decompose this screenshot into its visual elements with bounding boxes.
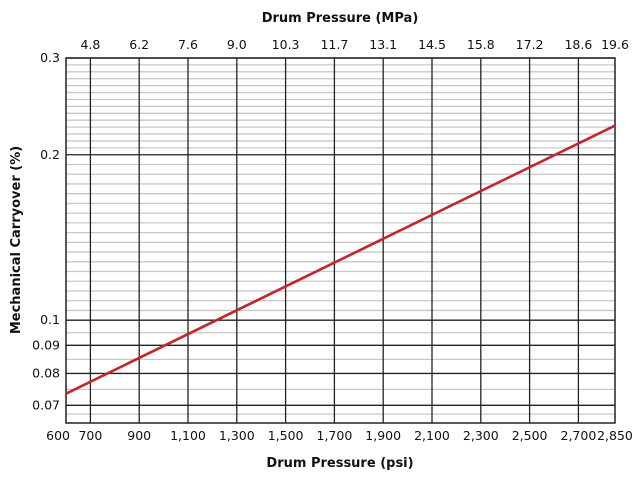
x-tick-label: 2,300 xyxy=(463,428,499,443)
x-tick-label: 1,100 xyxy=(170,428,206,443)
y-tick-label: 0.3 xyxy=(40,50,60,65)
plot-frame xyxy=(65,57,616,424)
y-tick-label: 0.2 xyxy=(40,147,60,162)
x2-tick-label: 17.2 xyxy=(516,37,544,52)
y-tick-label: 0.08 xyxy=(32,365,60,380)
x2-tick-label: 18.6 xyxy=(564,37,592,52)
y-tick-label: 0.09 xyxy=(32,337,60,352)
series-line xyxy=(65,124,616,395)
x-tick-label: 2,500 xyxy=(512,428,548,443)
y-tick-label: 0.1 xyxy=(40,312,60,327)
x-tick-label: 1,900 xyxy=(365,428,401,443)
x2-tick-label: 15.8 xyxy=(467,37,495,52)
x2-tick-label: 6.2 xyxy=(129,37,149,52)
x-tick-label: 700 xyxy=(78,428,102,443)
x2-tick-label: 14.5 xyxy=(418,37,446,52)
x-tick-label: 1,300 xyxy=(219,428,255,443)
x2-tick-label: 19.6 xyxy=(601,37,629,52)
x-tick-label: 1,500 xyxy=(268,428,304,443)
x-tick-label: 2,850 xyxy=(597,428,633,443)
y-tick-label: 0.07 xyxy=(32,397,60,412)
x-tick-label: 2,100 xyxy=(414,428,450,443)
x-tick-label: 600 xyxy=(46,428,70,443)
x-tick-label: 2,700 xyxy=(561,428,597,443)
x-tick-label: 1,700 xyxy=(317,428,353,443)
x-axis-label: Drum Pressure (psi) xyxy=(266,456,413,471)
x2-tick-label: 4.8 xyxy=(80,37,100,52)
x2-tick-label: 10.3 xyxy=(272,37,300,52)
x2-tick-label: 13.1 xyxy=(369,37,397,52)
x2-axis-label: Drum Pressure (MPa) xyxy=(262,11,419,26)
y-axis-label: Mechanical Carryover (%) xyxy=(9,146,24,334)
x2-tick-label: 9.0 xyxy=(227,37,247,52)
x2-tick-label: 11.7 xyxy=(320,37,348,52)
x2-tick-label: 7.6 xyxy=(178,37,198,52)
x-tick-label: 900 xyxy=(127,428,151,443)
